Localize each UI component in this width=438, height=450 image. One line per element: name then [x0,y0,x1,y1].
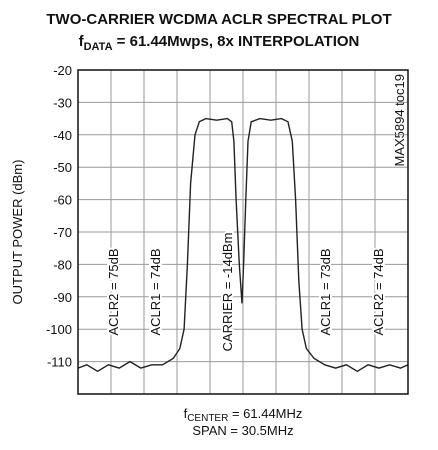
figure-id: MAX5894 toc19 [392,74,407,167]
xlabel-part: f [184,406,188,421]
x-axis-label: fCENTER = 61.44MHz [184,406,303,424]
x-axis-label-2: SPAN = 30.5MHz [192,423,293,438]
y-tick-label: -60 [53,193,72,208]
spectrum-trace [77,117,409,373]
subtitle-part: = 61.44Mwps, 8x INTERPOLATION [113,33,360,50]
y-tick-label: -70 [53,225,72,240]
y-tick-label: -90 [53,290,72,305]
chart-subtitle: fDATA = 61.44Mwps, 8x INTERPOLATION [79,33,360,53]
subtitle-subscript: DATA [84,41,113,53]
annotation: CARRIER = -14dBm [220,233,235,352]
y-tick-label: -30 [53,95,72,110]
y-axis-label: OUTPUT POWER (dBm) [10,160,25,305]
annotation: ACLR2 = 75dB [106,248,121,335]
y-tick-label: -20 [53,63,72,78]
y-tick-label: -40 [53,128,72,143]
annotation: ACLR1 = 74dB [148,248,163,335]
y-tick-label: -100 [46,322,72,337]
y-tick-label: -110 [47,355,72,370]
y-tick-label: -50 [53,160,72,175]
xlabel-subscript: CENTER [187,413,228,424]
plot-frame [77,69,409,395]
annotation: ACLR2 = 74dB [371,248,386,335]
subtitle-part: f [79,33,85,50]
chart-title: TWO-CARRIER WCDMA ACLR SPECTRAL PLOT [46,11,391,28]
annotation: ACLR1 = 73dB [318,248,333,335]
y-tick-label: -80 [53,257,72,272]
xlabel-part: = 61.44MHz [228,406,302,421]
